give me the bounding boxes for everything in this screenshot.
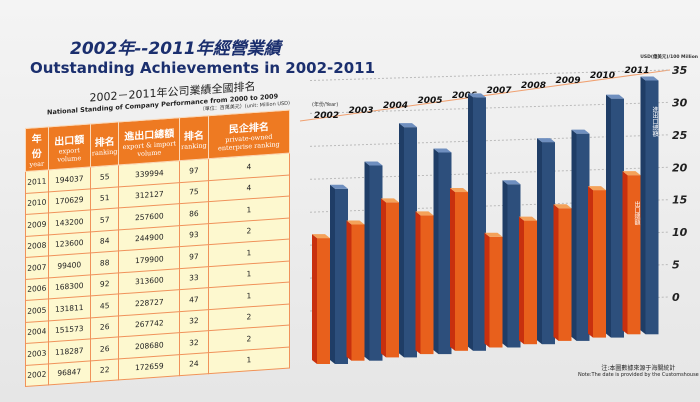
- y-tick-label: 20: [672, 161, 688, 174]
- x-tick-label: 2006: [452, 91, 477, 101]
- bar-top: [640, 76, 659, 81]
- bar-total-2003: [369, 165, 383, 361]
- bar-total-2010: [611, 98, 624, 338]
- bar-side: [364, 161, 370, 361]
- bar-side: [622, 171, 628, 335]
- bar-side: [606, 94, 611, 338]
- series-label: 出口總額: [633, 200, 640, 226]
- x-tick-label: 2007: [487, 86, 513, 96]
- bar-export-2007: [489, 236, 503, 348]
- bar-export-2010: [593, 190, 606, 338]
- bar-side: [484, 232, 490, 348]
- bar-export-2009: [558, 208, 572, 341]
- bar-side: [399, 123, 404, 358]
- bar-side: [640, 76, 646, 335]
- bar-total-2011: [645, 80, 659, 335]
- bar-export-2011: [627, 175, 641, 335]
- bar-total-2006: [473, 97, 486, 351]
- bar-side: [502, 180, 508, 348]
- bar-top: [312, 234, 330, 239]
- series-label: 進出口總額: [651, 106, 658, 138]
- note-en: Note:The date is provided by the Customs…: [578, 372, 699, 378]
- bar-top: [484, 232, 503, 237]
- note-zh: 注:本圖數據來源于海關統計: [601, 365, 676, 372]
- y-tick-label: 15: [672, 194, 688, 207]
- bar-top: [415, 211, 434, 216]
- bar-side: [450, 188, 455, 351]
- bar-top: [622, 171, 641, 176]
- bar-top: [537, 138, 555, 143]
- bar-export-2004: [386, 202, 399, 358]
- bar-export-2008: [524, 220, 537, 345]
- bar-top: [519, 216, 537, 221]
- y-tick-label: 10: [672, 226, 688, 239]
- bar-side: [312, 234, 317, 364]
- bar-export-2002: [317, 238, 330, 364]
- bar-top: [571, 129, 590, 134]
- title-en: Outstanding Achievements in 2002-2011: [30, 59, 376, 77]
- bar-top: [450, 188, 468, 193]
- bar-side: [468, 93, 473, 351]
- y-tick-label: 5: [672, 259, 680, 272]
- bar-top: [553, 204, 572, 209]
- x-tick-label: 2010: [590, 71, 615, 81]
- x-tick-label: 2004: [383, 101, 408, 111]
- bar-total-2004: [404, 127, 417, 358]
- bar-total-2002: [335, 188, 348, 364]
- y-axis-label: USD(億美元)/100 Million: [640, 53, 698, 60]
- bar-side: [537, 138, 542, 345]
- bar-top: [433, 148, 452, 153]
- y-tick-label: 0: [672, 291, 680, 304]
- bar-side: [381, 198, 386, 358]
- bar-total-2005: [438, 152, 452, 355]
- x-tick-label: 2003: [349, 106, 374, 116]
- bar-total-2009: [576, 133, 590, 341]
- bar-side: [346, 220, 352, 361]
- bar-top: [606, 94, 624, 99]
- bar-top: [381, 198, 399, 203]
- source-note: 注:本圖數據來源于海關統計 Note:The date is provided …: [578, 363, 699, 378]
- y-tick-label: 25: [672, 129, 688, 142]
- x-tick-label: 2008: [521, 81, 546, 91]
- y-tick-label: 35: [672, 64, 688, 77]
- bar-side: [553, 204, 559, 341]
- title-zh: 2002年--2011年經營業績: [70, 39, 281, 59]
- year-axis-line: [299, 69, 671, 122]
- x-tick-label: 2002: [314, 111, 339, 121]
- bar-export-2005: [420, 215, 434, 355]
- bar-side: [571, 129, 577, 341]
- page-title: 2002年--2011年經營業績 Outstanding Achievement…: [30, 34, 375, 77]
- x-tick-label: 2009: [556, 76, 581, 86]
- x-tick-label: 2005: [418, 96, 443, 106]
- bar-total-2007: [507, 184, 521, 348]
- bar-top: [330, 184, 348, 189]
- bar-top: [468, 93, 486, 98]
- bar-top: [399, 123, 417, 128]
- bar-side: [330, 184, 335, 364]
- bar-side: [433, 148, 439, 355]
- y-tick-label: 30: [672, 96, 688, 109]
- bar-top: [502, 180, 521, 185]
- x-tick-label: 2011: [625, 66, 650, 76]
- bar-side: [588, 186, 593, 338]
- bar-export-2003: [351, 224, 365, 361]
- bar-export-2006: [455, 192, 468, 351]
- bar-side: [519, 216, 524, 345]
- bar-top: [364, 161, 383, 166]
- bar-side: [415, 211, 421, 355]
- x-axis-label: (年份/Year): [312, 101, 338, 108]
- bar-top: [588, 186, 606, 191]
- bar-total-2008: [542, 142, 555, 345]
- bar-top: [346, 220, 365, 225]
